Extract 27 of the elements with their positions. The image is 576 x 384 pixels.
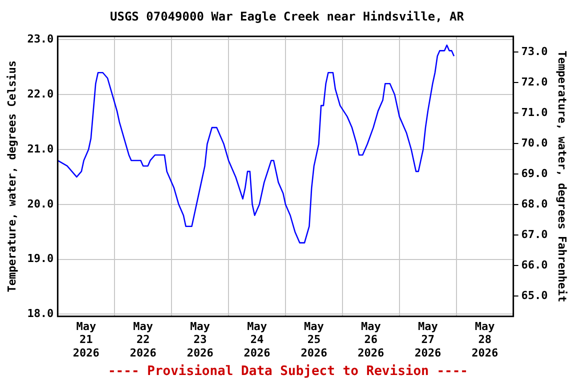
chart-title: USGS 07049000 War Eagle Creek near Hindsville, AR — [110, 9, 465, 24]
x-tick-label: May 25 2026 — [300, 320, 328, 360]
y2-tick-label: 69.0 — [521, 166, 548, 180]
y2-tick-label: 66.0 — [521, 258, 548, 272]
y-tick-label: 19.0 — [27, 252, 54, 266]
x-tick-label: May 22 2026 — [130, 320, 157, 360]
y2-tick-label: 72.0 — [521, 75, 548, 88]
x-tick-label: May 21 2026 — [72, 320, 100, 360]
y2-tick-label: 65.0 — [521, 288, 548, 302]
y-tick-label: 18.0 — [27, 307, 54, 320]
text: ---- Provisional Data Subject to Revision ---- — [106, 364, 470, 379]
x-tick-label: May 24 2026 — [244, 320, 271, 360]
x-tick-label: May 28 2026 — [472, 320, 498, 360]
y2-tick-label: 71.0 — [521, 106, 548, 119]
y2-tick-label: 70.0 — [521, 136, 548, 150]
y2-tick-label: 73.0 — [521, 44, 548, 58]
x-tick-label: May 27 2026 — [414, 320, 442, 360]
y2-tick-label: 68.0 — [521, 197, 548, 210]
y-tick-label: 21.0 — [27, 142, 54, 156]
y2-axis-title: Temperature, water, degrees Fahrenheit — [556, 50, 569, 302]
y-tick-label: 20.0 — [27, 197, 54, 210]
y-tick-label: 23.0 — [27, 32, 54, 46]
x-tick-label: May 23 2026 — [186, 320, 214, 360]
y2-tick-label: 67.0 — [521, 228, 548, 241]
x-tick-label: May 26 2026 — [358, 320, 385, 360]
y-tick-label: 22.0 — [27, 87, 54, 100]
y-axis-title: Temperature, water, degrees Celsius — [5, 60, 18, 292]
